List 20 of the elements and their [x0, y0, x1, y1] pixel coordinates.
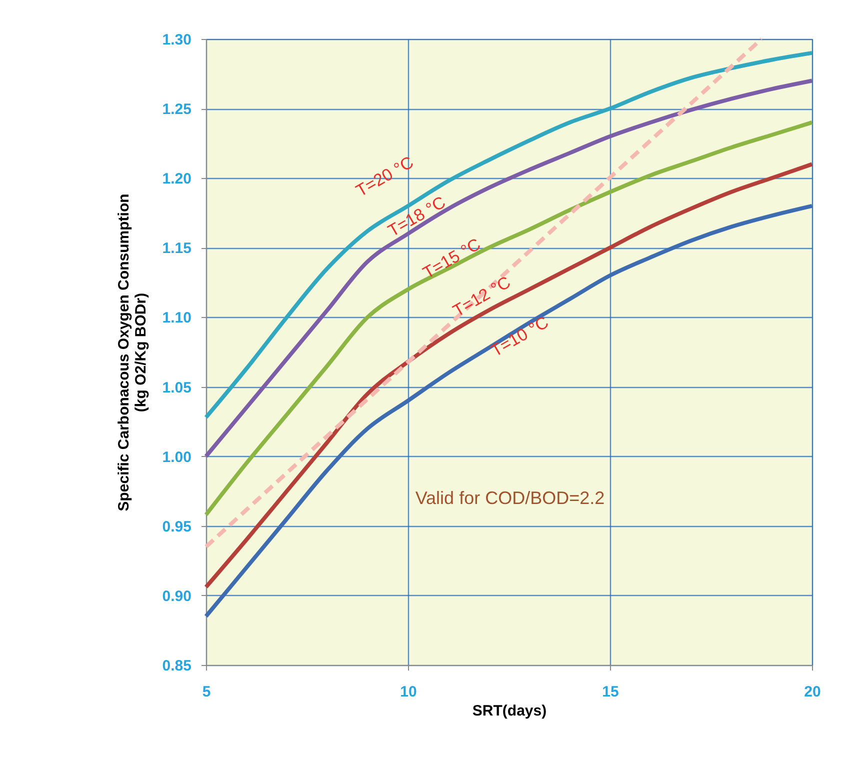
y-tick-label: 1.25	[162, 101, 192, 118]
line-series	[204, 120, 814, 517]
y-tick-label: 0.90	[162, 588, 192, 605]
y-tick-label: 1.05	[162, 379, 192, 396]
x-axis-title: SRT(days)	[472, 702, 547, 720]
line-series	[204, 78, 814, 458]
y-axis-title: Specific Carbonacous Oxygen Consumption (kg O2/Kg BODr)	[115, 194, 150, 512]
y-tick-label: 1.30	[162, 32, 192, 48]
y-tick-label: 1.20	[162, 170, 192, 188]
annotation: Valid for COD/BOD=2.2	[415, 488, 605, 508]
y-tick-label: 1.10	[162, 310, 192, 327]
x-tick-label: 10	[400, 684, 417, 700]
line-series	[204, 50, 814, 420]
x-tick-label: 5	[202, 684, 211, 700]
y-tick-label: 1.15	[162, 240, 192, 258]
y-tick-label: 0.95	[162, 518, 192, 536]
x-tick-label: 20	[804, 684, 821, 700]
x-tick-label: 15	[602, 684, 619, 700]
y-tick-label: 0.85	[162, 658, 192, 674]
y-tick-label: 1.00	[162, 448, 192, 466]
